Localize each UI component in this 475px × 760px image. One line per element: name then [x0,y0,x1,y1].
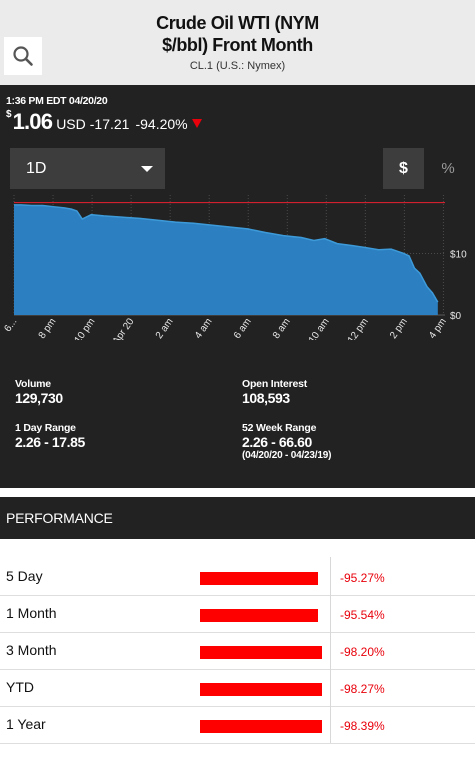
performance-heading: PERFORMANCE [0,497,475,539]
volume-label: Volume [15,378,51,390]
x-tick-label: 4 am [193,316,215,340]
quote-timestamp: 1:36 PM EDT 04/20/20 [6,95,108,107]
day-range-stat: 1 Day Range 2.26 - 17.85 [15,422,85,450]
x-tick-label: 6... [2,316,19,334]
price-line [14,204,439,303]
performance-bar [200,572,319,585]
performance-bar [200,646,322,659]
price-change: -17.21 [89,116,130,132]
x-tick-label: 2 pm [388,316,410,340]
performance-value: -95.54% [340,608,385,622]
open-interest-stat: Open Interest 108,593 [242,378,307,406]
performance-value: -98.39% [340,719,385,733]
performance-bar [200,609,319,622]
price-change-percent: -94.20% [135,116,188,132]
price-area [14,204,438,315]
open-interest-value: 108,593 [242,390,290,406]
x-tick-label: 8 am [271,316,293,340]
volume-value: 129,730 [15,390,63,406]
performance-label: 5 Day [6,568,43,584]
performance-row: 5 Day -95.27% [0,559,475,596]
x-tick-label: 2 am [154,316,176,340]
y-tick-label: $10 [450,249,467,260]
x-tick-label: Apr 20 [111,316,137,340]
x-tick-label: 4 pm [427,316,449,340]
y-tick-label: $0 [450,311,462,322]
week52-range-stat: 52 Week Range 2.26 - 66.60 (04/20/20 - 0… [242,422,331,461]
day-range-label: 1 Day Range [15,422,76,434]
title-line-2: $/bbl) Front Month [162,35,313,55]
performance-value: -98.27% [340,682,385,696]
symbol-subtitle: CL.1 (U.S.: Nymex) [189,60,286,72]
price-chart[interactable]: $10 $0 6... 8 pm 10 pm Apr 20 2 am 4 am 6 am 8 am… [0,195,475,340]
percent-toggle-button[interactable]: % [441,160,455,177]
price-row: $ 1.06 USD -17.21 -94.20% [6,109,202,135]
search-icon[interactable] [12,45,34,67]
performance-row: 3 Month -98.20% [0,633,475,670]
page-header: Crude Oil WTI (NYM $/bbl) Front Month CL… [0,0,475,85]
open-interest-label: Open Interest [242,378,308,390]
last-price: 1.06 [12,109,53,134]
performance-label: 1 Month [6,605,57,621]
performance-label: YTD [6,679,34,695]
performance-label: 3 Month [6,642,57,658]
performance-row: 1 Month -95.54% [0,596,475,633]
week52-range-value: 2.26 - 66.60 [242,434,312,450]
week52-range-label: 52 Week Range [242,422,317,434]
performance-value: -98.20% [340,645,385,659]
chevron-down-icon [141,166,153,172]
volume-stat: Volume 129,730 [15,378,63,406]
quote-panel: 1:36 PM EDT 04/20/20 $ 1.06 USD -17.21 -… [0,85,475,488]
currency-symbol: $ [6,109,12,120]
title-line-1: Crude Oil WTI (NYM [156,13,319,33]
performance-row: YTD -98.27% [0,670,475,707]
page-title: Crude Oil WTI (NYM $/bbl) Front Month [60,12,415,56]
time-range-value: 1D [26,159,47,177]
x-tick-label: 10 pm [73,316,98,340]
performance-bar [200,683,322,696]
x-tick-label: 12 pm [346,316,371,340]
x-tick-label: 10 am [307,316,332,340]
performance-row: 1 Year -98.39% [0,707,475,744]
week52-range-dates: (04/20/20 - 04/23/19) [242,450,332,461]
dollar-toggle-button[interactable]: $ [383,148,424,189]
performance-bar [200,720,322,733]
time-range-dropdown[interactable]: 1D [10,148,165,189]
performance-label: 1 Year [6,716,46,732]
performance-divider [330,557,331,743]
down-arrow-icon [191,118,202,128]
price-unit: USD [56,116,86,132]
x-tick-label: 6 am [232,316,254,340]
performance-value: -95.27% [340,571,385,585]
day-range-value: 2.26 - 17.85 [15,434,85,450]
search-button[interactable] [4,37,42,75]
x-tick-label: 8 pm [37,316,59,340]
